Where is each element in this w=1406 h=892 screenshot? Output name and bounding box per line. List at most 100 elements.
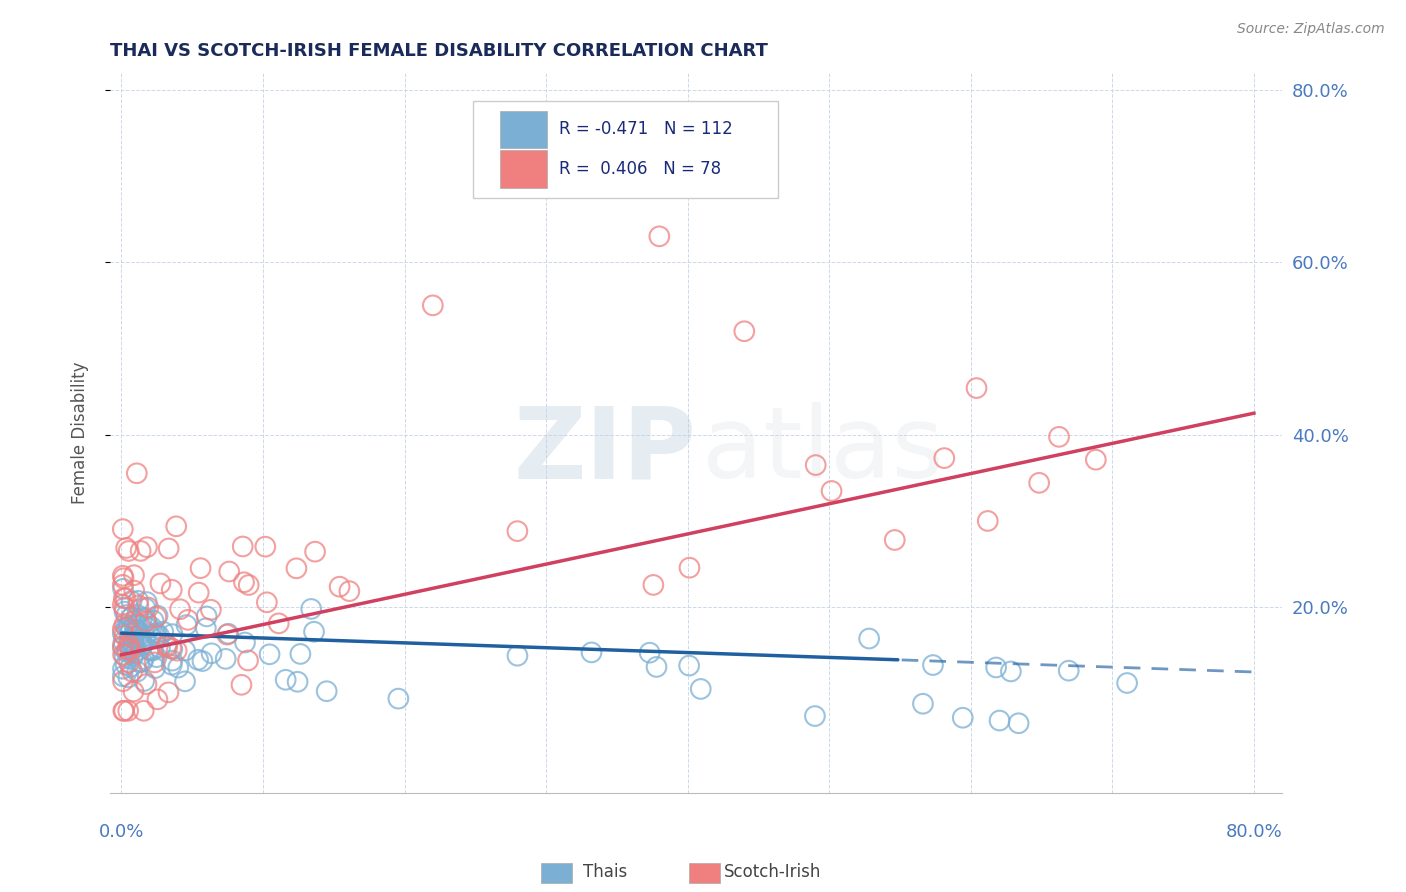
Text: ZIP: ZIP	[513, 402, 696, 500]
Point	[121, 610, 143, 624]
Point	[118, 618, 141, 632]
Point	[267, 616, 290, 631]
Point	[135, 601, 157, 615]
Point	[1000, 665, 1022, 679]
Point	[177, 613, 200, 627]
Point	[157, 541, 180, 556]
Point	[165, 519, 187, 533]
Point	[290, 647, 312, 661]
Point	[127, 599, 149, 613]
Point	[136, 540, 159, 554]
Point	[122, 648, 145, 663]
Point	[111, 674, 134, 689]
Point	[121, 594, 143, 608]
Point	[121, 642, 143, 657]
Point	[136, 600, 159, 615]
Point	[131, 610, 153, 624]
Point	[134, 611, 156, 625]
Point	[125, 643, 148, 657]
Point	[139, 630, 162, 644]
Point	[648, 229, 671, 244]
Point	[506, 648, 529, 663]
Point	[145, 629, 167, 643]
Point	[145, 610, 167, 624]
Point	[112, 704, 135, 718]
Point	[1084, 452, 1107, 467]
Point	[112, 634, 135, 648]
Point	[187, 585, 209, 599]
Point	[858, 632, 880, 646]
Text: atlas: atlas	[702, 402, 943, 500]
Point	[233, 635, 256, 649]
Point	[118, 638, 141, 652]
Point	[122, 583, 145, 598]
Point	[678, 658, 700, 673]
Point	[115, 620, 138, 634]
Point	[129, 631, 152, 645]
Point	[111, 639, 134, 653]
Y-axis label: Female Disability: Female Disability	[72, 361, 89, 504]
Point	[176, 618, 198, 632]
Point	[162, 627, 184, 641]
Point	[883, 533, 905, 547]
Point	[117, 620, 139, 634]
Point	[274, 673, 297, 687]
Point	[143, 661, 166, 675]
Point	[127, 617, 149, 632]
Point	[124, 625, 146, 640]
Point	[160, 582, 183, 597]
Point	[111, 669, 134, 683]
Point	[112, 628, 135, 642]
Point	[148, 629, 170, 643]
Point	[218, 565, 240, 579]
Point	[120, 642, 142, 657]
Point	[564, 169, 586, 183]
Point	[422, 298, 444, 312]
Point	[117, 704, 139, 718]
Point	[118, 656, 141, 670]
Point	[120, 660, 142, 674]
Point	[122, 637, 145, 651]
Point	[145, 626, 167, 640]
Point	[304, 544, 326, 558]
Point	[127, 624, 149, 638]
Point	[111, 578, 134, 592]
Point	[118, 544, 141, 558]
Point	[149, 576, 172, 591]
Point	[111, 662, 134, 676]
Point	[138, 642, 160, 657]
Point	[169, 602, 191, 616]
Point	[146, 692, 169, 706]
Point	[135, 614, 157, 628]
Point	[125, 624, 148, 638]
Point	[302, 624, 325, 639]
Point	[643, 578, 665, 592]
Point	[127, 607, 149, 622]
Point	[132, 638, 155, 652]
Point	[256, 595, 278, 609]
Point	[131, 655, 153, 669]
Point	[988, 714, 1011, 728]
Point	[977, 514, 1000, 528]
Point	[984, 660, 1007, 674]
Point	[678, 560, 700, 574]
Point	[120, 644, 142, 658]
Point	[114, 605, 136, 619]
Point	[134, 633, 156, 648]
Point	[1028, 475, 1050, 490]
Text: 0.0%: 0.0%	[98, 823, 143, 841]
Point	[114, 657, 136, 672]
Point	[146, 608, 169, 623]
Point	[157, 685, 180, 699]
Point	[337, 584, 360, 599]
Point	[124, 647, 146, 661]
Point	[952, 711, 974, 725]
Point	[114, 591, 136, 606]
Point	[120, 610, 142, 624]
Point	[111, 640, 134, 655]
Point	[120, 623, 142, 637]
Point	[125, 623, 148, 637]
Point	[134, 673, 156, 688]
Text: R = -0.471   N = 112: R = -0.471 N = 112	[560, 120, 733, 138]
Point	[114, 648, 136, 663]
